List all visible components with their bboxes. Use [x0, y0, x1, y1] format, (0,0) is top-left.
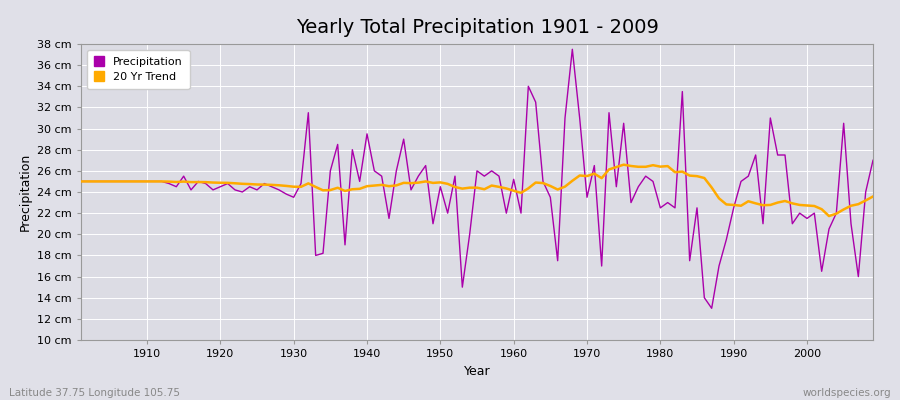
Precipitation: [567, 47, 578, 52]
Precipitation: [76, 179, 86, 184]
Text: Latitude 37.75 Longitude 105.75: Latitude 37.75 Longitude 105.75: [9, 388, 180, 398]
Line: Precipitation: Precipitation: [81, 49, 873, 308]
Precipitation: [501, 211, 512, 216]
20 Yr Trend: [134, 179, 145, 184]
Line: 20 Yr Trend: 20 Yr Trend: [81, 165, 873, 216]
Title: Yearly Total Precipitation 1901 - 2009: Yearly Total Precipitation 1901 - 2009: [295, 18, 659, 37]
Precipitation: [295, 181, 306, 186]
Precipitation: [706, 306, 717, 311]
Precipitation: [339, 242, 350, 247]
Y-axis label: Precipitation: Precipitation: [19, 153, 32, 231]
20 Yr Trend: [339, 188, 350, 193]
20 Yr Trend: [824, 214, 834, 218]
20 Yr Trend: [501, 186, 512, 191]
Legend: Precipitation, 20 Yr Trend: Precipitation, 20 Yr Trend: [86, 50, 190, 89]
Precipitation: [868, 158, 878, 163]
20 Yr Trend: [618, 162, 629, 167]
Text: worldspecies.org: worldspecies.org: [803, 388, 891, 398]
Precipitation: [604, 110, 615, 115]
20 Yr Trend: [868, 194, 878, 199]
20 Yr Trend: [597, 176, 608, 180]
X-axis label: Year: Year: [464, 364, 490, 378]
Precipitation: [134, 179, 145, 184]
Precipitation: [508, 177, 519, 182]
20 Yr Trend: [295, 184, 306, 189]
20 Yr Trend: [76, 179, 86, 184]
20 Yr Trend: [508, 188, 519, 193]
